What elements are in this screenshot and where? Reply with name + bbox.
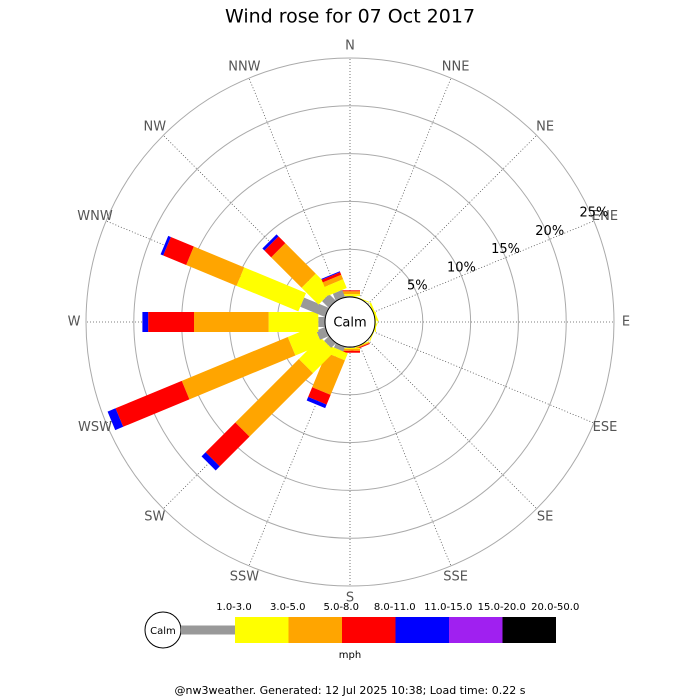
legend-label: 20.0-50.0: [531, 602, 579, 613]
spoke: [367, 339, 537, 509]
legend-swatch: [181, 625, 235, 635]
bar-segment: [318, 317, 326, 327]
bar-segment: [321, 271, 341, 280]
calm-circle: [324, 296, 376, 348]
bar-segment: [298, 337, 335, 374]
bar-segment: [340, 291, 360, 295]
direction-label: NNE: [442, 60, 470, 75]
grid-ring: [85, 57, 615, 587]
bar-segment: [324, 336, 336, 348]
ring-label: 20%: [535, 224, 564, 239]
ring-label: 15%: [491, 242, 520, 257]
direction-label: E: [622, 315, 630, 330]
direction-label: WSW: [78, 420, 112, 435]
bar-segment: [107, 408, 124, 431]
bar-segment: [235, 358, 314, 437]
bar-segment: [321, 272, 342, 283]
direction-label: W: [68, 315, 81, 330]
legend-calm-label: Calm: [150, 626, 176, 637]
direction-label: N: [345, 39, 355, 54]
bar-segment: [322, 274, 344, 287]
bar-segment: [142, 312, 149, 332]
legend-swatch: [502, 617, 556, 643]
direction-label: NNW: [228, 60, 260, 75]
legend-label: 15.0-20.0: [478, 602, 526, 613]
bar-segment: [324, 279, 347, 296]
bar-segment: [312, 352, 345, 395]
legend-label: 5.0-8.0: [324, 602, 359, 613]
bar-segment: [340, 348, 360, 351]
ring-label: 5%: [407, 279, 428, 294]
bar-segment: [340, 294, 360, 297]
bar-segment: [306, 396, 327, 409]
direction-label: ENE: [592, 209, 618, 224]
bar-segment: [194, 312, 269, 332]
bar-segment: [333, 343, 346, 352]
legend-label: 1.0-3.0: [216, 602, 251, 613]
legend-swatch: [342, 617, 396, 643]
bar-segment: [264, 236, 286, 258]
direction-label: NW: [144, 119, 167, 134]
legend-swatch: [288, 617, 342, 643]
bar-segment: [301, 273, 333, 305]
bar-segment: [287, 325, 322, 356]
direction-label: S: [346, 591, 354, 606]
calm-label: Calm: [333, 316, 366, 331]
spoke: [372, 331, 595, 424]
bar-segment: [369, 302, 379, 322]
bar-segment: [160, 235, 171, 256]
bar-segment: [300, 297, 329, 318]
bar-segment: [268, 312, 319, 332]
spoke: [367, 135, 537, 305]
legend-swatch: [449, 617, 503, 643]
bar-segment: [271, 243, 316, 288]
spoke: [248, 77, 341, 300]
grid-ring: [133, 105, 567, 539]
spoke: [359, 344, 452, 567]
direction-label: WNW: [77, 209, 113, 224]
direction-label: ESE: [593, 420, 618, 435]
direction-label: SSE: [443, 569, 468, 584]
legend-label: 3.0-5.0: [270, 602, 305, 613]
bar-segment: [205, 422, 250, 467]
footer: @nw3weather. Generated: 12 Jul 2025 10:3…: [175, 684, 526, 697]
legend-label: 11.0-15.0: [424, 602, 472, 613]
ring-label: 10%: [447, 260, 476, 275]
direction-label: SSW: [230, 569, 260, 584]
bar-segment: [340, 347, 360, 349]
legend-unit: mph: [339, 650, 361, 661]
direction-label: SW: [144, 510, 165, 525]
spoke: [359, 77, 452, 300]
bar-segment: [308, 387, 331, 405]
bar-segment: [340, 290, 360, 292]
bar-segment: [163, 236, 194, 265]
direction-label: SE: [537, 510, 553, 525]
bar-segment: [115, 380, 190, 427]
legend-label: 8.0-11.0: [374, 602, 416, 613]
spoke: [372, 220, 595, 313]
direction-label: NE: [536, 119, 554, 134]
bar-segment: [340, 350, 360, 353]
ring-label: 25%: [579, 205, 608, 220]
bar-segment: [316, 326, 329, 340]
legend-swatch: [395, 617, 449, 643]
bar-segment: [148, 312, 195, 332]
bar-segment: [322, 294, 336, 308]
legend-swatch: [235, 617, 289, 643]
chart-title: Wind rose for 07 Oct 2017: [225, 6, 475, 28]
bar-segment: [201, 452, 220, 471]
bar-segment: [181, 336, 296, 400]
bar-segment: [236, 267, 306, 312]
bar-segment: [186, 246, 245, 286]
bar-segment: [262, 234, 279, 251]
